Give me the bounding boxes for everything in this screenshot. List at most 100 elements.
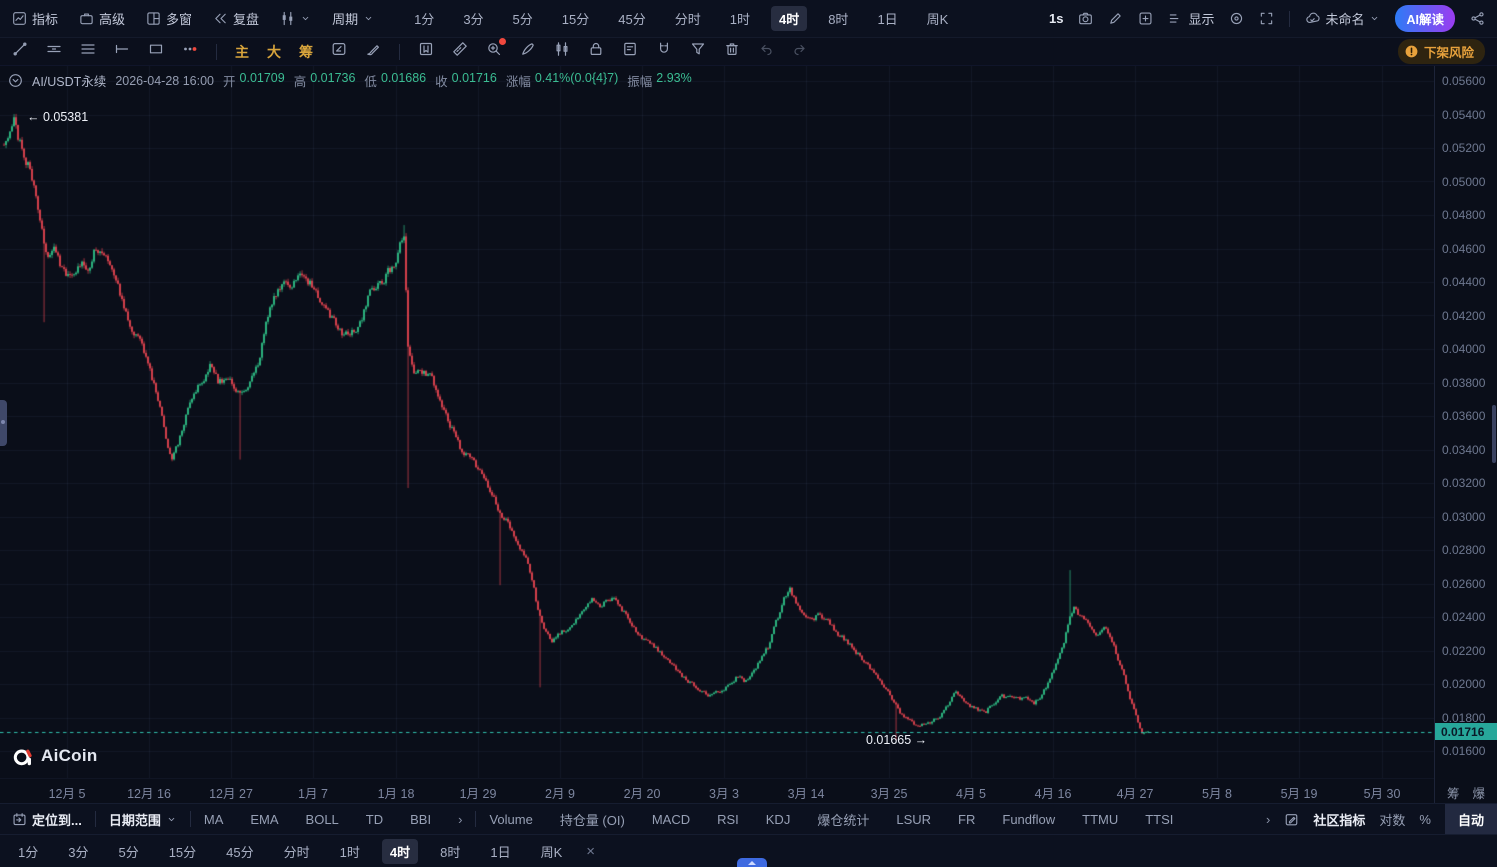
lines3-tool[interactable] <box>80 41 96 62</box>
refresh-interval[interactable]: 1s <box>1048 11 1064 26</box>
indicator-持仓量 (OI)[interactable]: 持仓量 (OI) <box>559 812 625 828</box>
brush-tool[interactable] <box>365 41 381 62</box>
close-tab-button[interactable]: × <box>586 842 596 860</box>
chart-area[interactable]: AI/USDT永续 2026-04-28 16:00 开 0.01709 高 0.0173… <box>0 66 1434 778</box>
bottom-timeframe-1日[interactable]: 1日 <box>490 844 511 860</box>
pane-chip-爆[interactable]: 爆 <box>1472 787 1486 801</box>
indicator-TTMU[interactable]: TTMU <box>1082 811 1119 827</box>
date-tick[interactable]: 1月 18 <box>377 787 415 801</box>
overlay-more-chevron[interactable]: › <box>458 811 463 827</box>
overlay-TD[interactable]: TD <box>365 811 384 827</box>
timeframe-3分[interactable]: 3分 <box>463 12 484 27</box>
overlay-BBI[interactable]: BBI <box>410 811 432 827</box>
undo-tool[interactable] <box>758 41 774 62</box>
display-settings-button[interactable]: 显示 <box>1168 9 1214 28</box>
indicator-MACD[interactable]: MACD <box>651 811 691 827</box>
auto-scale-toggle[interactable]: 自动 <box>1444 803 1497 835</box>
overlay-BOLL[interactable]: BOLL <box>305 811 339 827</box>
lock-tool[interactable] <box>588 41 604 62</box>
timeframe-分时[interactable]: 分时 <box>674 12 701 27</box>
bottom-timeframe-周K[interactable]: 周K <box>540 844 563 860</box>
date-tick[interactable]: 5月 19 <box>1280 787 1318 801</box>
fullscreen-button[interactable] <box>1259 11 1274 26</box>
ray-tool[interactable] <box>114 41 130 62</box>
timeframe-1时[interactable]: 1时 <box>729 12 750 27</box>
redo-tool[interactable] <box>792 41 808 62</box>
timeframe-8时[interactable]: 8时 <box>828 12 849 27</box>
bottom-timeframe-15分[interactable]: 15分 <box>168 844 197 860</box>
date-axis[interactable]: 12月 5 12月 16 12月 27 1月 7 1月 18 1月 29 2月 9 2月 20… <box>0 778 1434 803</box>
filter-tool[interactable] <box>690 41 706 62</box>
chart-type-selector[interactable] <box>280 11 311 26</box>
note-tool[interactable] <box>622 41 638 62</box>
log-scale-toggle[interactable]: 对数 <box>1379 812 1406 828</box>
timeframe-1日[interactable]: 1日 <box>877 12 898 27</box>
collapse-info-icon[interactable] <box>8 73 23 88</box>
timeframe-15分[interactable]: 15分 <box>561 12 590 27</box>
date-tick[interactable]: 12月 5 <box>48 787 86 801</box>
gold-tab-筹[interactable]: 筹 <box>299 43 313 60</box>
gold-tab-主[interactable]: 主 <box>235 43 249 60</box>
trash-tool[interactable] <box>724 41 740 62</box>
annotate-button[interactable] <box>1108 11 1123 26</box>
screenshot-button[interactable] <box>1078 11 1093 26</box>
left-panel-handle[interactable] <box>0 400 7 446</box>
date-tick[interactable]: 12月 27 <box>209 787 253 801</box>
date-tick[interactable]: 2月 9 <box>545 787 575 801</box>
price-axis[interactable]: 0.05600 0.05400 0.05200 0.05000 0.04800 0.046… <box>1434 66 1497 803</box>
bottom-timeframe-3分[interactable]: 3分 <box>68 844 89 860</box>
timeframe-1分[interactable]: 1分 <box>414 12 435 27</box>
indicator-KDJ[interactable]: KDJ <box>765 811 791 827</box>
bottom-timeframe-45分[interactable]: 45分 <box>226 844 254 860</box>
replay-button[interactable]: 复盘 <box>213 9 259 28</box>
settings-button[interactable] <box>1229 11 1244 26</box>
indicator-RSI[interactable]: RSI <box>717 811 739 827</box>
overlay-MA[interactable]: MA <box>203 811 224 827</box>
candles2-tool[interactable] <box>554 41 570 62</box>
date-tick[interactable]: 3月 14 <box>787 787 825 801</box>
magnet-tool[interactable] <box>656 41 672 62</box>
date-tick[interactable]: 3月 3 <box>709 787 739 801</box>
indicator-FR[interactable]: FR <box>958 811 976 827</box>
ruler-tool[interactable] <box>452 41 468 62</box>
locate-button[interactable]: 定位到... <box>12 810 82 829</box>
bottom-timeframe-1分[interactable]: 1分 <box>18 844 39 860</box>
pane-chip-筹[interactable]: 筹 <box>1447 787 1460 801</box>
timeframe-5分[interactable]: 5分 <box>512 12 533 27</box>
overlay-EMA[interactable]: EMA <box>250 811 279 827</box>
period-selector[interactable]: 周期 <box>332 9 374 28</box>
more-dots-tool[interactable] <box>182 41 198 62</box>
bottom-timeframe-1时[interactable]: 1时 <box>339 844 360 860</box>
indicator-LSUR[interactable]: LSUR <box>896 811 932 827</box>
zoom-tool[interactable] <box>486 38 506 62</box>
timeframe-4时[interactable]: 4时 <box>770 6 808 31</box>
bottom-timeframe-分时[interactable]: 分时 <box>283 844 310 860</box>
community-indicators-button[interactable]: 社区指标 <box>1313 812 1366 828</box>
bottom-timeframe-5分[interactable]: 5分 <box>118 844 139 860</box>
date-tick[interactable]: 1月 7 <box>298 787 328 801</box>
layout-selector[interactable]: 未命名 <box>1305 9 1380 28</box>
trendline-tool[interactable] <box>12 41 28 62</box>
pen-tool[interactable] <box>520 41 536 62</box>
indicator-more-chevron[interactable]: › <box>1266 811 1271 827</box>
date-tick[interactable]: 4月 16 <box>1034 787 1072 801</box>
candlestick-canvas[interactable] <box>0 66 1434 778</box>
ai-analysis-button[interactable]: AI解读 <box>1395 5 1455 32</box>
bottom-timeframe-4时[interactable]: 4时 <box>381 838 419 864</box>
gold-tab-大[interactable]: 大 <box>267 43 281 60</box>
timeframe-45分[interactable]: 45分 <box>618 12 646 27</box>
add-window-button[interactable] <box>1138 11 1153 26</box>
indicator-Fundflow[interactable]: Fundflow <box>1002 811 1056 827</box>
bottom-timeframe-8时[interactable]: 8时 <box>440 844 461 860</box>
scrollbar-thumb[interactable] <box>1492 405 1496 463</box>
date-tick[interactable]: 1月 29 <box>459 787 497 801</box>
rect-tool-tool[interactable] <box>148 41 164 62</box>
parallel-lines-tool[interactable] <box>46 41 62 62</box>
date-range-button[interactable]: 日期范围 <box>109 810 177 829</box>
share-button[interactable] <box>1470 11 1485 26</box>
percent-scale-toggle[interactable]: % <box>1419 811 1431 827</box>
date-tick[interactable]: 4月 27 <box>1116 787 1154 801</box>
date-tick[interactable]: 4月 5 <box>956 787 986 801</box>
date-tick[interactable]: 2月 20 <box>623 787 661 801</box>
multi-window-button[interactable]: 多窗 <box>146 9 192 28</box>
